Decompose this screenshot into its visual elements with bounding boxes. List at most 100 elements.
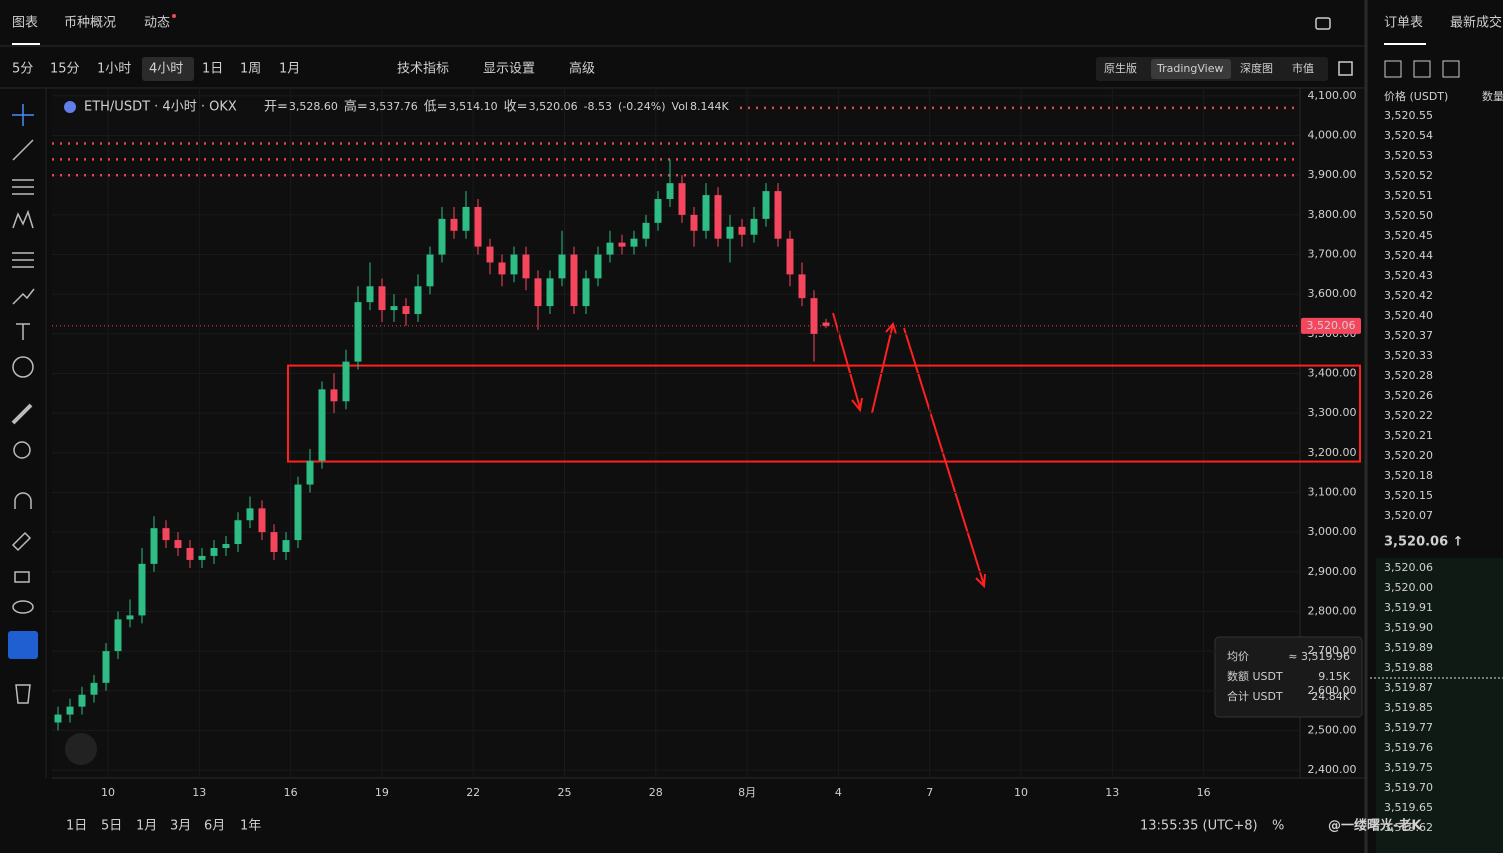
eye-tool[interactable] xyxy=(12,600,34,614)
ask-price: 3,520.15 xyxy=(1384,489,1433,502)
bid-price: 3,519.65 xyxy=(1384,801,1433,814)
interval[interactable]: 5分 xyxy=(12,62,33,77)
interval[interactable]: 1日 xyxy=(202,62,223,77)
candle-body xyxy=(210,548,218,556)
magnet-tool[interactable] xyxy=(14,492,32,509)
y-tick-label: 2,600.00 xyxy=(1308,684,1357,697)
candle-body xyxy=(762,191,770,219)
range-button[interactable]: 1年 xyxy=(240,819,261,834)
x-tick-label: 10 xyxy=(101,786,115,799)
x-tick-label: 16 xyxy=(284,786,298,799)
y-tick-label: 2,700.00 xyxy=(1308,644,1357,657)
y-tick-label: 3,400.00 xyxy=(1308,367,1357,380)
legend-change: (-0.24%) xyxy=(618,100,666,113)
interval[interactable]: 1周 xyxy=(240,62,261,77)
tooltip-box xyxy=(1214,636,1363,718)
book-mode-icon[interactable] xyxy=(1442,60,1460,78)
tooltip-key: 合计 USDT xyxy=(1227,689,1283,703)
x-tick-label: 13 xyxy=(1105,786,1119,799)
candle-body xyxy=(150,528,158,564)
view-option[interactable]: 市值 xyxy=(1292,61,1314,75)
legend-value: 3,514.10 xyxy=(449,100,498,113)
lock-draw-tool[interactable] xyxy=(11,531,32,552)
bids-bg xyxy=(1376,558,1503,853)
tool-button[interactable]: 技术指标 xyxy=(397,62,449,77)
crosshair-tool[interactable] xyxy=(12,104,34,126)
bid-price: 3,520.06 xyxy=(1384,561,1433,574)
ruler-tool[interactable] xyxy=(11,403,33,425)
candle-body xyxy=(558,254,566,279)
text-tool[interactable] xyxy=(16,323,30,340)
tooltip-key: 均价 xyxy=(1227,650,1249,663)
panel-tab[interactable]: 订单表 xyxy=(1384,16,1423,31)
interval[interactable]: 1月 xyxy=(279,62,300,77)
tooltip-value: 24.84K xyxy=(1311,690,1350,703)
emoji-tool[interactable] xyxy=(12,356,34,378)
lock-tool[interactable] xyxy=(14,571,30,583)
ask-price: 3,520.51 xyxy=(1384,189,1433,202)
window-icon[interactable] xyxy=(1315,17,1331,30)
view-active xyxy=(1151,59,1231,79)
view-option[interactable]: 深度图 xyxy=(1240,61,1273,75)
legend-value: 3,537.76 xyxy=(369,100,418,113)
range-button[interactable]: 6月 xyxy=(204,819,225,834)
y-tick-label: 2,500.00 xyxy=(1308,723,1357,736)
brush-tool[interactable] xyxy=(12,288,35,305)
line-tool[interactable] xyxy=(12,139,34,161)
bid-price: 3,519.89 xyxy=(1384,641,1433,654)
candle-body xyxy=(54,714,62,723)
candle-body xyxy=(330,389,338,402)
fullscreen-icon[interactable] xyxy=(1338,61,1353,76)
link-tool[interactable] xyxy=(8,631,38,659)
watermark: @一缕曙光-老K xyxy=(1328,818,1422,834)
x-tick-label: 7 xyxy=(926,786,933,799)
candle-body xyxy=(714,195,722,239)
range-button[interactable]: 1月 xyxy=(136,819,157,834)
tab[interactable]: 币种概况 xyxy=(64,16,116,31)
panel-tab[interactable]: 最新成交 xyxy=(1450,15,1502,31)
bid-price: 3,519.88 xyxy=(1384,661,1433,674)
tab[interactable]: 动态 xyxy=(144,16,170,31)
candle-body xyxy=(582,278,590,307)
interval[interactable]: 15分 xyxy=(50,62,80,77)
x-tick-label: 8月 xyxy=(738,786,756,799)
range-button[interactable]: 1日 xyxy=(66,819,87,834)
ask-price: 3,520.07 xyxy=(1384,509,1433,522)
candle-body xyxy=(522,254,530,279)
range-button[interactable]: 5日 xyxy=(101,819,122,834)
candle-body xyxy=(270,532,278,552)
y-tick-label: 3,100.00 xyxy=(1308,485,1357,498)
fib-tool[interactable] xyxy=(12,179,34,195)
interval[interactable]: 1小时 xyxy=(97,62,131,77)
candle-body xyxy=(750,218,758,235)
y-tick-label: 4,000.00 xyxy=(1308,129,1357,142)
candle-body xyxy=(534,278,542,307)
arrow xyxy=(903,327,986,589)
pattern-tool[interactable] xyxy=(12,209,34,229)
tab[interactable]: 图表 xyxy=(12,16,38,31)
y-tick-label: 3,800.00 xyxy=(1308,208,1357,221)
book-mode-icon[interactable] xyxy=(1384,60,1402,78)
view-option[interactable]: TradingView xyxy=(1156,62,1223,75)
book-mode-icon[interactable] xyxy=(1413,60,1431,78)
bid-price: 3,519.76 xyxy=(1384,741,1433,754)
y-tick-label: 3,600.00 xyxy=(1308,287,1357,300)
ask-price: 3,520.21 xyxy=(1384,429,1433,442)
notify-dot xyxy=(172,14,176,18)
legend-symbol: ETH/USDT · 4小时 · OKX xyxy=(84,100,237,115)
prediction-tool[interactable] xyxy=(12,252,34,268)
percent-toggle[interactable]: % xyxy=(1272,819,1284,834)
candle-body xyxy=(246,508,254,521)
candle-body xyxy=(630,238,638,247)
range-button[interactable]: 3月 xyxy=(170,819,191,834)
ask-price: 3,520.20 xyxy=(1384,449,1433,462)
interval[interactable]: 4小时 xyxy=(149,62,183,77)
tool-button[interactable]: 高级 xyxy=(569,61,595,77)
candle-body xyxy=(378,286,386,311)
y-tick-label: 2,800.00 xyxy=(1308,604,1357,617)
candle-body xyxy=(366,286,374,303)
view-option[interactable]: 原生版 xyxy=(1104,61,1137,75)
tool-button[interactable]: 显示设置 xyxy=(483,62,535,77)
zoom-tool[interactable] xyxy=(13,441,31,459)
trash-tool[interactable] xyxy=(15,684,31,704)
